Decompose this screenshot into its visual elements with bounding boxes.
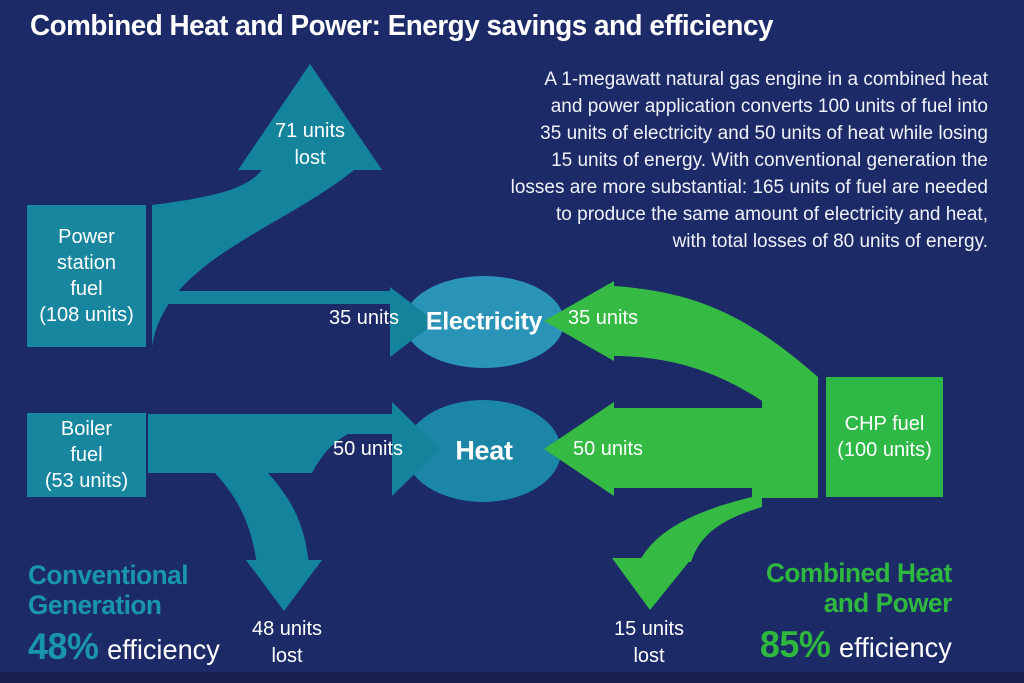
chp-efficiency-value: 85% <box>760 624 831 665</box>
conventional-lost-bottom-label: 48 units lost <box>251 618 323 667</box>
conventional-electricity-arrowhead <box>390 287 436 357</box>
intro-paragraph: A 1-megawatt natural gas engine in a com… <box>510 69 988 252</box>
chp-electricity-units-label: 35 units <box>567 307 639 329</box>
conventional-efficiency-word: efficiency <box>107 634 220 665</box>
conventional-loss-down-arrowhead <box>246 560 322 611</box>
electricity-oval <box>404 276 564 368</box>
electricity-node-label: Electricity <box>425 307 543 336</box>
power-station-fuel-box: Power station fuel (108 units) <box>27 205 146 347</box>
conventional-heat-units-label: 50 units <box>332 438 404 460</box>
conventional-lost-top-label: 71 units lost <box>274 120 346 169</box>
footer-strip <box>0 672 1024 683</box>
heat-oval <box>405 400 561 502</box>
chp-fuel-box: CHP fuel (100 units) <box>826 377 943 497</box>
conventional-loss-up-arrow <box>152 64 382 347</box>
conventional-callout: Conventional Generation 48% efficiency <box>28 560 220 668</box>
chp-electricity-flow <box>614 286 818 446</box>
chp-loss-down-flow <box>639 486 762 562</box>
chp-efficiency-word: efficiency <box>839 632 952 663</box>
chp-heading: Combined Heat and Power <box>766 558 952 618</box>
conventional-efficiency-value: 48% <box>28 626 99 667</box>
chp-lost-bottom-label: 15 units lost <box>613 618 685 667</box>
boiler-fuel-box: Boiler fuel (53 units) <box>27 413 146 497</box>
chp-heat-arrowhead <box>544 402 614 496</box>
conventional-heading: Conventional Generation <box>28 560 189 620</box>
chp-callout: Combined Heat and Power 85% efficiency <box>760 558 952 666</box>
conventional-electricity-units-label: 35 units <box>328 307 400 329</box>
page-title: Combined Heat and Power: Energy savings … <box>30 10 773 42</box>
chp-heat-flow <box>614 408 818 488</box>
chp-loss-down-arrowhead <box>612 558 692 610</box>
heat-node-label: Heat <box>455 435 513 466</box>
conventional-loss-down-flow <box>215 473 309 565</box>
chp-heat-units-label: 50 units <box>572 438 644 460</box>
conventional-heat-flow-band <box>148 414 392 473</box>
conventional-electricity-flow-line <box>156 291 392 304</box>
conventional-heat-arrowhead <box>392 402 440 496</box>
chp-electricity-arrowhead <box>544 281 614 361</box>
